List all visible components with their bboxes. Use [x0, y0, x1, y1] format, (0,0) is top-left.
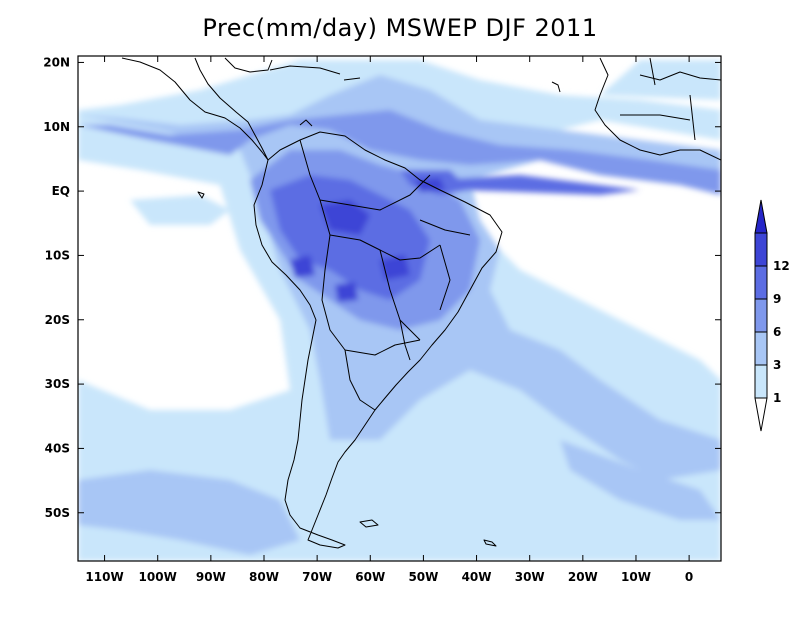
lon-tick-label: 50W	[408, 570, 438, 584]
lon-tick-label: 30W	[515, 570, 545, 584]
colorbar-segment	[754, 232, 768, 267]
map-title: Prec(mm/day) MSWEP DJF 2011	[202, 14, 598, 42]
colorbar-label: 9	[773, 292, 781, 306]
lat-tick-label: EQ	[52, 184, 70, 198]
latitude-axis: 20N 10N EQ 10S 20S 30S 40S 50S	[43, 55, 721, 520]
lon-tick-label: 70W	[302, 570, 332, 584]
lon-tick-label: 100W	[139, 570, 177, 584]
lat-tick-label: 10N	[43, 120, 70, 134]
colorbar-top-arrow	[754, 199, 768, 234]
map-frame	[77, 55, 722, 562]
lon-tick-label: 0	[685, 570, 693, 584]
lon-tick-label: 80W	[249, 570, 279, 584]
lon-tick-label: 90W	[196, 570, 226, 584]
precip-level-above-12	[290, 178, 445, 302]
lon-tick-label: 40W	[462, 570, 492, 584]
colorbar-segment	[754, 331, 768, 366]
lon-tick-label: 20W	[568, 570, 598, 584]
lat-tick-label: 10S	[45, 248, 70, 262]
colorbar-label: 3	[773, 358, 781, 372]
colorbar-label: 1	[773, 391, 781, 405]
lon-tick-label: 10W	[621, 570, 651, 584]
lat-tick-label: 40S	[45, 441, 70, 455]
lat-tick-label: 20S	[45, 313, 70, 327]
lat-tick-label: 30S	[45, 377, 70, 391]
lat-tick-label: 50S	[45, 506, 70, 520]
colorbar: 1 3 6 9 12	[754, 199, 790, 432]
colorbar-segment	[754, 265, 768, 300]
precip-field	[78, 56, 721, 561]
lon-tick-label: 60W	[355, 570, 385, 584]
longitude-axis: 110W 100W 90W 80W 70W 60W 50W 40W 30W 20W 10W 0	[85, 56, 693, 584]
colorbar-segment	[754, 364, 768, 399]
colorbar-label: 12	[773, 259, 790, 273]
coastlines	[121, 57, 721, 549]
lon-tick-label: 110W	[85, 570, 123, 584]
colorbar-label: 6	[773, 325, 781, 339]
colorbar-segment	[754, 298, 768, 333]
lat-tick-label: 20N	[43, 55, 70, 69]
colorbar-bottom-arrow	[754, 397, 768, 432]
